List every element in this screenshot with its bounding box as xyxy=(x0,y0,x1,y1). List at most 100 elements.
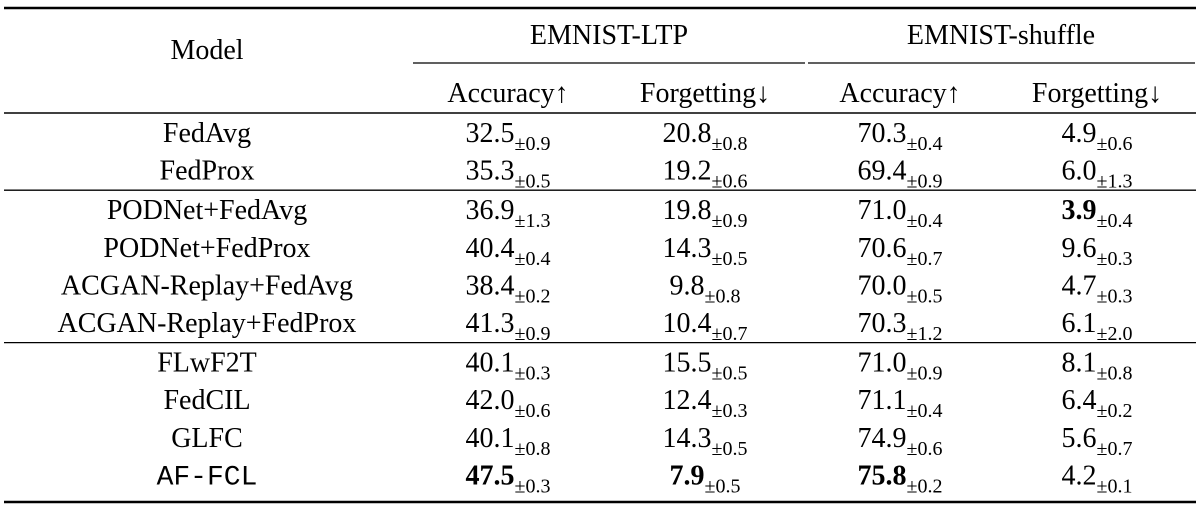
cell: 4.2±0.1 xyxy=(1062,460,1133,497)
cell: 9.8±0.8 xyxy=(670,270,741,307)
cell: 8.1±0.8 xyxy=(1062,348,1133,385)
cell-std: ±0.4 xyxy=(907,210,943,232)
cell: 47.5±0.3 xyxy=(466,460,551,497)
cell-value: 71.0 xyxy=(858,195,907,226)
cell: 70.6±0.7 xyxy=(858,233,943,270)
cell-value: 5.6 xyxy=(1062,423,1097,454)
cell-value: 71.0 xyxy=(858,348,907,379)
group-header: EMNIST-shuffle xyxy=(907,20,1095,51)
cell-value: 7.9 xyxy=(670,460,705,491)
column-header: Accuracy↑ xyxy=(839,78,960,109)
cell-value: 47.5 xyxy=(466,460,515,491)
cell-value: 41.3 xyxy=(466,308,515,339)
cell-value: 40.1 xyxy=(466,423,515,454)
cell: 41.3±0.9 xyxy=(466,308,551,345)
cell-std: ±0.5 xyxy=(907,285,943,307)
cell-std: ±0.4 xyxy=(515,248,551,270)
cell-std: ±0.6 xyxy=(712,171,748,193)
cell-std: ±0.8 xyxy=(1097,363,1133,385)
cell-std: ±0.6 xyxy=(515,400,551,422)
cell-value: 19.8 xyxy=(663,195,712,226)
column-header: Forgetting↓ xyxy=(640,78,770,109)
cell-std: ±0.4 xyxy=(907,400,943,422)
cell: 6.4±0.2 xyxy=(1062,385,1133,422)
model-header: Model xyxy=(170,35,243,66)
cell-std: ±0.5 xyxy=(712,363,748,385)
cell-std: ±0.2 xyxy=(515,285,551,307)
cell-std: ±0.7 xyxy=(1097,438,1133,460)
cell-value: 69.4 xyxy=(858,156,907,187)
cell-value: 75.8 xyxy=(858,460,907,491)
model-name: AF-FCL xyxy=(157,462,258,493)
cell: 14.3±0.5 xyxy=(663,423,748,460)
cell-value: 40.1 xyxy=(466,348,515,379)
cell: 19.8±0.9 xyxy=(663,195,748,232)
cell-value: 40.4 xyxy=(466,233,515,264)
cell: 38.4±0.2 xyxy=(466,270,551,307)
cell: 74.9±0.6 xyxy=(858,423,943,460)
cell-value: 35.3 xyxy=(466,156,515,187)
cell-value: 36.9 xyxy=(466,195,515,226)
model-name: PODNet+FedAvg xyxy=(107,195,307,226)
cell: 71.0±0.4 xyxy=(858,195,943,232)
cell-value: 14.3 xyxy=(663,233,712,264)
cell-value: 3.9 xyxy=(1062,195,1097,226)
cell: 20.8±0.8 xyxy=(663,118,748,155)
cell-std: ±0.8 xyxy=(712,133,748,155)
cell-value: 71.1 xyxy=(858,385,907,416)
cell: 4.7±0.3 xyxy=(1062,270,1133,307)
cell-std: ±1.2 xyxy=(907,323,943,345)
cell-std: ±0.5 xyxy=(705,475,741,497)
cell: 71.1±0.4 xyxy=(858,385,943,422)
cell-std: ±0.3 xyxy=(1097,248,1133,270)
cell: 10.4±0.7 xyxy=(663,308,748,345)
cell: 71.0±0.9 xyxy=(858,348,943,385)
cell-value: 10.4 xyxy=(663,308,712,339)
cell: 36.9±1.3 xyxy=(466,195,551,232)
cell-std: ±2.0 xyxy=(1097,323,1133,345)
cell-std: ±0.6 xyxy=(1097,133,1133,155)
cell-value: 6.0 xyxy=(1062,156,1097,187)
cell-std: ±0.5 xyxy=(712,438,748,460)
cell: 3.9±0.4 xyxy=(1062,195,1133,232)
cell: 9.6±0.3 xyxy=(1062,233,1133,270)
cell: 12.4±0.3 xyxy=(663,385,748,422)
group-header: EMNIST-LTP xyxy=(530,20,688,51)
model-name: ACGAN-Replay+FedProx xyxy=(58,308,357,339)
cell: 69.4±0.9 xyxy=(858,156,943,193)
cell-value: 70.0 xyxy=(858,270,907,301)
cell-value: 4.2 xyxy=(1062,460,1097,491)
cell-value: 12.4 xyxy=(663,385,712,416)
cell-value: 6.4 xyxy=(1062,385,1097,416)
cell-std: ±0.4 xyxy=(1097,210,1133,232)
cell: 32.5±0.9 xyxy=(466,118,551,155)
cell-std: ±0.7 xyxy=(712,323,748,345)
model-name: PODNet+FedProx xyxy=(103,233,310,264)
model-name: ACGAN-Replay+FedAvg xyxy=(61,270,353,301)
cell-std: ±0.7 xyxy=(907,248,943,270)
model-name: FedCIL xyxy=(163,385,250,416)
cell-value: 8.1 xyxy=(1062,348,1097,379)
column-header: Accuracy↑ xyxy=(447,78,568,109)
cell: 14.3±0.5 xyxy=(663,233,748,270)
cell-value: 14.3 xyxy=(663,423,712,454)
cell-value: 32.5 xyxy=(466,118,515,149)
cell-value: 19.2 xyxy=(663,156,712,187)
cell: 35.3±0.5 xyxy=(466,156,551,193)
cell-std: ±0.4 xyxy=(907,133,943,155)
cell: 42.0±0.6 xyxy=(466,385,551,422)
cell-std: ±1.3 xyxy=(515,210,551,232)
cell-value: 4.9 xyxy=(1062,118,1097,149)
cell: 5.6±0.7 xyxy=(1062,423,1133,460)
cell: 4.9±0.6 xyxy=(1062,118,1133,155)
cell: 40.1±0.8 xyxy=(466,423,551,460)
cell-value: 70.3 xyxy=(858,308,907,339)
cell-std: ±0.9 xyxy=(907,363,943,385)
cell: 40.1±0.3 xyxy=(466,348,551,385)
cell-std: ±0.9 xyxy=(515,323,551,345)
cell-std: ±0.3 xyxy=(1097,285,1133,307)
cell-value: 70.6 xyxy=(858,233,907,264)
cell: 6.1±2.0 xyxy=(1062,308,1133,345)
cell-std: ±0.5 xyxy=(515,171,551,193)
